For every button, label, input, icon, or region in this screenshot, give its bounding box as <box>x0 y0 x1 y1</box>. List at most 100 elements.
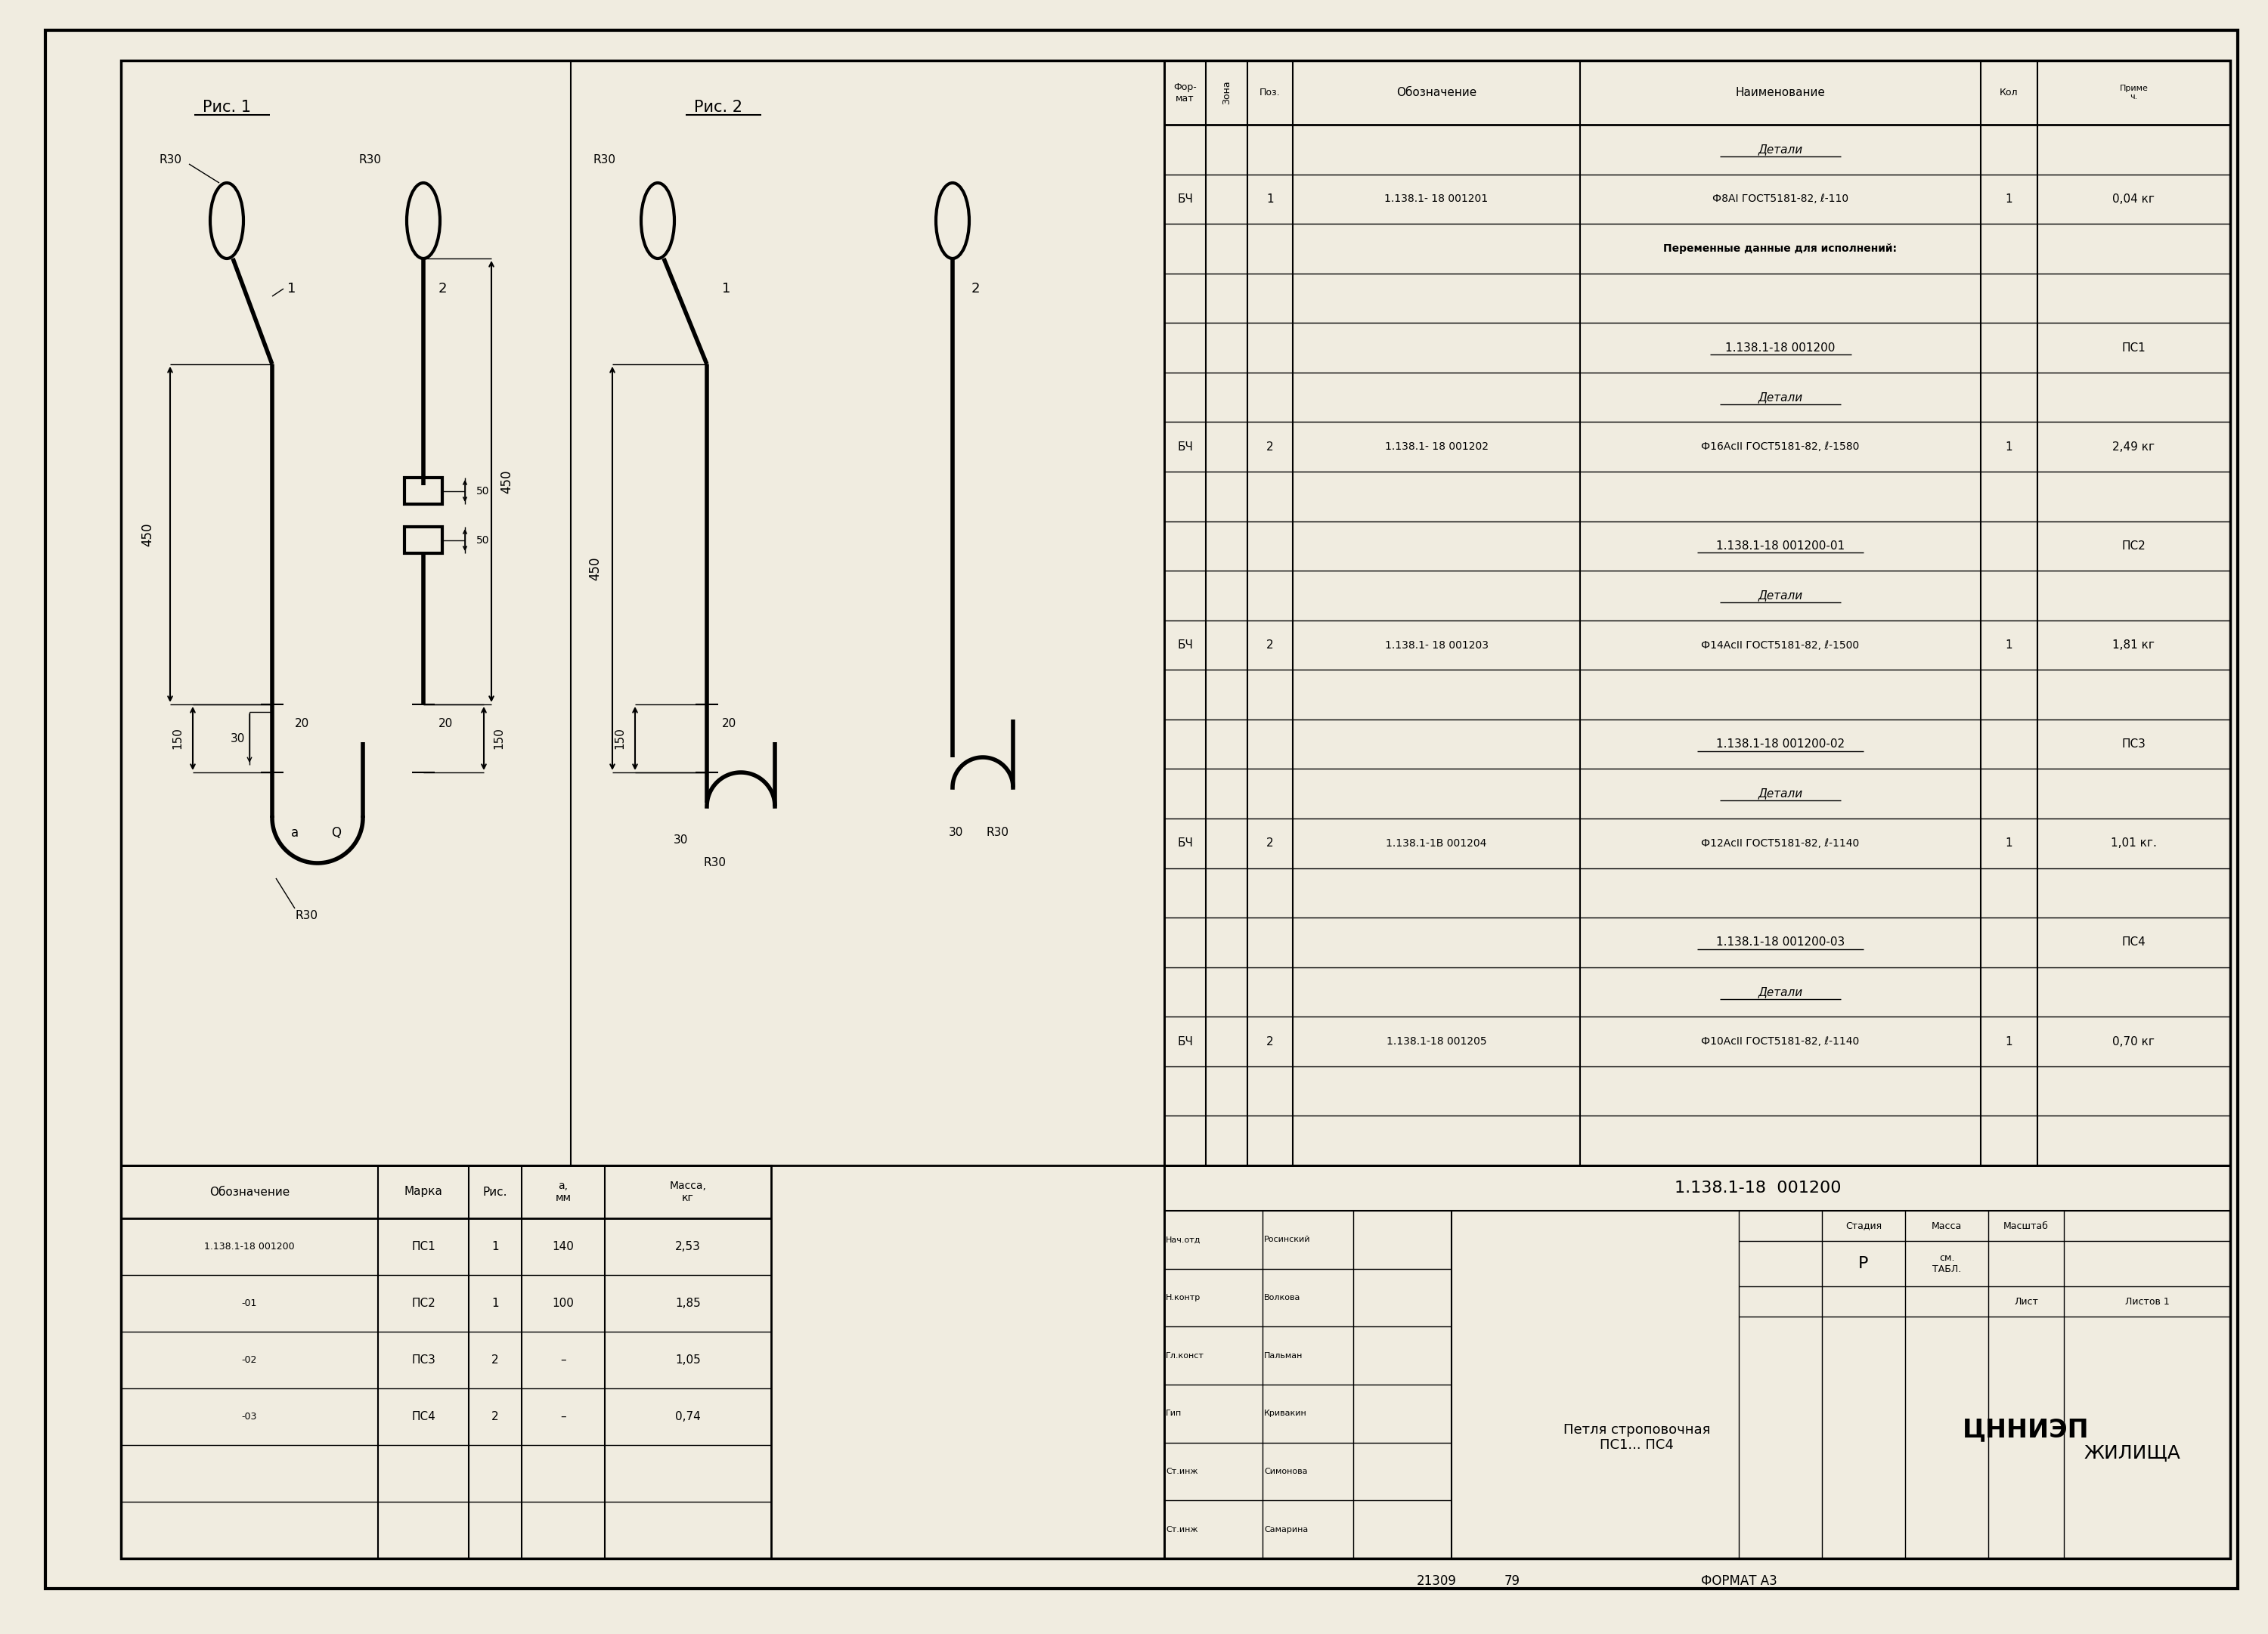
Text: 1: 1 <box>2005 639 2012 650</box>
Text: Наименование: Наименование <box>1735 87 1826 98</box>
Text: 2: 2 <box>1266 838 1275 850</box>
Text: R30: R30 <box>987 827 1009 838</box>
Bar <box>1163 1165 2229 1559</box>
Text: ПС4: ПС4 <box>2123 936 2146 948</box>
Text: ФОРМАТ А3: ФОРМАТ А3 <box>1701 1574 1776 1588</box>
Text: Рис. 2: Рис. 2 <box>694 100 742 114</box>
Text: Ст.инж: Ст.инж <box>1166 1526 1198 1533</box>
Text: Ф16АсII ГОСТ5181-82, ℓ-1580: Ф16АсII ГОСТ5181-82, ℓ-1580 <box>1701 441 1860 453</box>
Text: 450: 450 <box>587 557 601 580</box>
Text: 50: 50 <box>476 485 490 497</box>
Text: ЖИЛИЩА: ЖИЛИЩА <box>2084 1443 2180 1462</box>
Text: -03: -03 <box>243 1412 256 1422</box>
Text: 1.138.1-18 001200-03: 1.138.1-18 001200-03 <box>1717 936 1844 948</box>
Text: ПС2: ПС2 <box>2123 541 2146 552</box>
Text: 150: 150 <box>494 727 503 750</box>
Text: 0,70 кг: 0,70 кг <box>2114 1036 2155 1047</box>
Text: 1,85: 1,85 <box>676 1297 701 1309</box>
Text: Масса,
кг: Масса, кг <box>669 1180 705 1203</box>
Text: 20: 20 <box>721 717 737 729</box>
Text: 1: 1 <box>2005 441 2012 453</box>
Text: 50: 50 <box>476 534 490 546</box>
Text: Стадия: Стадия <box>1846 1221 1882 1230</box>
Text: а,
мм: а, мм <box>556 1180 572 1203</box>
Text: ПС1: ПС1 <box>2123 342 2146 353</box>
Text: 1,05: 1,05 <box>676 1355 701 1366</box>
Text: 450: 450 <box>141 523 154 546</box>
Text: 1,81 кг: 1,81 кг <box>2114 639 2155 650</box>
Text: R30: R30 <box>295 910 318 922</box>
Text: -02: -02 <box>243 1355 256 1364</box>
Text: R30: R30 <box>594 155 617 167</box>
Text: Р: Р <box>1857 1257 1869 1271</box>
Text: 0,04 кг: 0,04 кг <box>2114 193 2155 204</box>
Text: Ф12АсII ГОСТ5181-82, ℓ-1140: Ф12АсII ГОСТ5181-82, ℓ-1140 <box>1701 838 1860 848</box>
Text: 1.138.1- 18 001202: 1.138.1- 18 001202 <box>1383 441 1488 453</box>
Text: 1: 1 <box>1266 193 1275 204</box>
Text: Росинский: Росинский <box>1263 1235 1311 1243</box>
Text: 1.138.1-18  001200: 1.138.1-18 001200 <box>1674 1180 1842 1196</box>
Text: 2: 2 <box>1266 1036 1275 1047</box>
Text: 0,74: 0,74 <box>676 1412 701 1422</box>
Text: 1: 1 <box>2005 838 2012 850</box>
Text: а: а <box>290 827 299 840</box>
Text: 1.138.1- 18 001201: 1.138.1- 18 001201 <box>1383 194 1488 204</box>
Text: ПС2: ПС2 <box>411 1297 435 1309</box>
Bar <box>404 526 442 554</box>
Text: 1: 1 <box>2005 1036 2012 1047</box>
Text: 1.138.1-1В 001204: 1.138.1-1В 001204 <box>1386 838 1488 848</box>
Text: 450: 450 <box>499 469 513 493</box>
Text: Рис.: Рис. <box>483 1186 508 1198</box>
Text: 1.138.1-18 001205: 1.138.1-18 001205 <box>1386 1036 1486 1047</box>
Text: R30: R30 <box>159 155 181 167</box>
Text: Симонова: Симонова <box>1263 1467 1306 1476</box>
Text: Масштаб: Масштаб <box>2003 1221 2048 1230</box>
Text: –: – <box>560 1412 567 1422</box>
Text: 150: 150 <box>172 727 184 750</box>
Text: 79: 79 <box>1504 1574 1520 1588</box>
Text: ЦННИЭП: ЦННИЭП <box>1962 1417 2089 1443</box>
Text: 20: 20 <box>295 717 308 729</box>
Text: Приме
ч.: Приме ч. <box>2121 85 2148 101</box>
Text: Переменные данные для исполнений:: Переменные данные для исполнений: <box>1662 243 1896 253</box>
Text: Пальман: Пальман <box>1263 1351 1302 1359</box>
Text: БЧ: БЧ <box>1177 193 1193 204</box>
Text: Лист: Лист <box>2014 1296 2039 1306</box>
Text: Ф10АсII ГОСТ5181-82, ℓ-1140: Ф10АсII ГОСТ5181-82, ℓ-1140 <box>1701 1036 1860 1047</box>
Text: БЧ: БЧ <box>1177 441 1193 453</box>
Text: Марка: Марка <box>404 1186 442 1198</box>
Text: 150: 150 <box>615 727 626 750</box>
Text: Детали: Детали <box>1758 987 1803 998</box>
Text: 2,49 кг: 2,49 кг <box>2112 441 2155 453</box>
Text: ПС3: ПС3 <box>411 1355 435 1366</box>
Text: 2: 2 <box>492 1355 499 1366</box>
Text: ПС3: ПС3 <box>2123 739 2146 750</box>
Text: 140: 140 <box>553 1240 574 1252</box>
Text: Поз.: Поз. <box>1259 88 1281 98</box>
Text: Q: Q <box>331 827 340 840</box>
Text: 100: 100 <box>553 1297 574 1309</box>
Text: 30: 30 <box>948 827 964 838</box>
Text: Рис. 1: Рис. 1 <box>202 100 252 114</box>
Text: Гл.конст: Гл.конст <box>1166 1351 1204 1359</box>
Text: 1: 1 <box>492 1297 499 1309</box>
Text: Самарина: Самарина <box>1263 1526 1309 1533</box>
Bar <box>120 1165 771 1559</box>
Text: ПС1: ПС1 <box>411 1240 435 1252</box>
Text: БЧ: БЧ <box>1177 1036 1193 1047</box>
Text: Обозначение: Обозначение <box>1397 87 1476 98</box>
Text: 1.138.1-18 001200: 1.138.1-18 001200 <box>204 1242 295 1252</box>
Text: Листов 1: Листов 1 <box>2125 1296 2168 1306</box>
Text: Масса: Масса <box>1932 1221 1962 1230</box>
Text: 1.138.1-18 001200: 1.138.1-18 001200 <box>1726 342 1835 353</box>
Text: Петля строповочная
ПС1... ПС4: Петля строповочная ПС1... ПС4 <box>1563 1423 1710 1453</box>
Text: 1,01 кг.: 1,01 кг. <box>2112 838 2157 850</box>
Text: Нач.отд: Нач.отд <box>1166 1235 1202 1243</box>
Text: Фор-
мат: Фор- мат <box>1173 82 1198 103</box>
Text: Ф14АсII ГОСТ5181-82, ℓ-1500: Ф14АсII ГОСТ5181-82, ℓ-1500 <box>1701 641 1860 650</box>
Text: 30: 30 <box>231 732 245 743</box>
Text: –: – <box>560 1355 567 1366</box>
Text: 1: 1 <box>2005 193 2012 204</box>
Text: 30: 30 <box>674 835 687 846</box>
Text: Кривакин: Кривакин <box>1263 1410 1306 1417</box>
